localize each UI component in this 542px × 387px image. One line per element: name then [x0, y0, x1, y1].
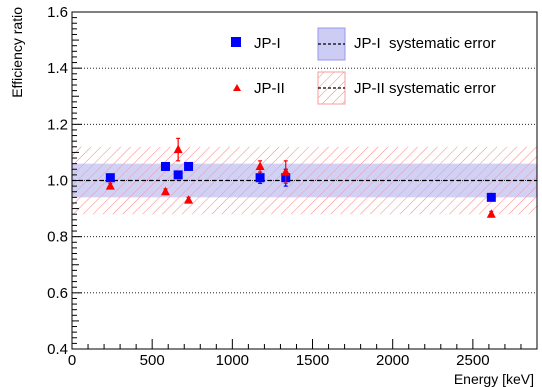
y-tick-label: 1.2: [47, 116, 68, 133]
x-tick-label: 2500: [456, 352, 489, 369]
x-tick-label: 1000: [216, 352, 249, 369]
tick-labels: 0 500 1000 1500 2000 2500 0.4 0.6 0.8 1.0 1.2 1.4 1.…: [47, 4, 489, 369]
legend-marker-jp1: [231, 37, 241, 47]
data-point-jp1: [184, 161, 194, 171]
data-point-jp2: [281, 167, 291, 176]
legend: JP-I JP-II JP-I systematic error JP-II s…: [231, 27, 496, 105]
data-point-jp2: [105, 181, 115, 190]
x-tick-label: 1500: [296, 352, 329, 369]
data-point-jp2: [255, 161, 265, 170]
x-tick-label: 0: [68, 352, 76, 369]
legend-marker-jp2: [233, 84, 241, 91]
data-point-jp2: [160, 186, 170, 196]
y-tick-label: 0.6: [47, 285, 68, 302]
y-tick-label: 0.4: [47, 341, 68, 358]
data-point-jp1: [486, 192, 496, 202]
x-tick-label: 500: [140, 352, 165, 369]
data-point-jp2: [184, 195, 194, 204]
y-axis-title: Efficiency ratio: [9, 7, 25, 98]
x-axis-title: Energy [keV]: [454, 371, 534, 387]
x-tick-label: 2000: [376, 352, 409, 369]
data-point-jp1: [105, 173, 115, 183]
data-points: [105, 137, 496, 218]
data-point-jp1: [255, 173, 265, 183]
legend-label-jp2-systematic: JP-II systematic error: [354, 80, 496, 97]
legend-label-jp2: JP-II: [254, 80, 285, 97]
data-point-jp1: [173, 170, 183, 180]
legend-label-jp1-systematic: JP-I systematic error: [354, 35, 496, 52]
axis-ticks: [71, 11, 538, 350]
y-tick-label: 1.6: [47, 4, 68, 21]
legend-band-jp2: [317, 71, 346, 105]
y-tick-label: 1.0: [47, 173, 68, 190]
data-point-jp1: [160, 161, 170, 171]
data-point-jp2: [173, 144, 183, 154]
data-point-jp2: [486, 209, 496, 218]
y-tick-label: 0.8: [47, 229, 68, 246]
y-tick-label: 1.4: [47, 60, 68, 77]
legend-label-jp1: JP-I: [254, 35, 281, 52]
